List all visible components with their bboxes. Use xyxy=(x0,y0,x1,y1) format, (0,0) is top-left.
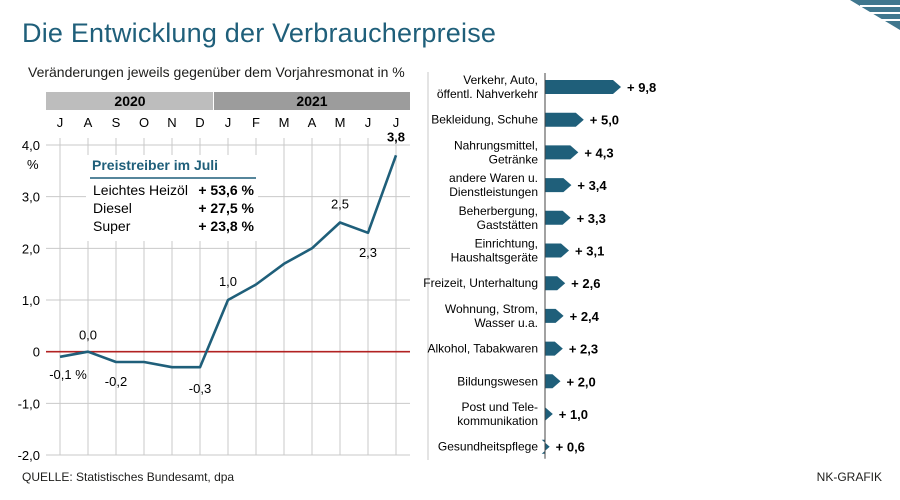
bar-category-label: öffentl. Nahverkehr xyxy=(437,87,538,101)
bar-10 xyxy=(544,407,553,421)
bar-category-label: Bildungswesen xyxy=(457,374,538,388)
data-label: 1,0 xyxy=(219,274,237,289)
bar-5 xyxy=(545,243,569,258)
data-label: 3,8 xyxy=(387,129,405,144)
bar-9 xyxy=(545,374,561,389)
bar-category-label: Gaststätten xyxy=(477,218,538,232)
bar-8 xyxy=(545,341,563,356)
y-tick-label: 3,0 xyxy=(22,190,40,205)
chart-subtitle: Veränderungen jeweils gegenüber dem Vorj… xyxy=(28,64,405,80)
year-label: 2021 xyxy=(296,93,327,109)
bar-value-label: + 5,0 xyxy=(590,113,619,128)
bar-category-label: Getränke xyxy=(489,152,539,166)
month-tick-label: J xyxy=(393,115,400,130)
inset-row-label: Leichtes Heizöl xyxy=(93,182,188,198)
y-tick-label: -2,0 xyxy=(18,448,40,463)
inset-row-label: Diesel xyxy=(93,200,132,216)
month-tick-label: M xyxy=(279,115,290,130)
chart-title: Die Entwicklung der Verbraucherpreise xyxy=(22,18,497,48)
y-tick-label: 2,0 xyxy=(22,241,40,256)
bar-1 xyxy=(545,112,584,127)
bar-category-label: Einrichtung, xyxy=(475,237,538,251)
inset-title: Preistreiber im Juli xyxy=(92,157,218,173)
bar-category-label: Dienstleistungen xyxy=(449,185,538,199)
month-tick-label: J xyxy=(225,115,232,130)
bar-value-label: + 3,1 xyxy=(575,244,604,259)
source-note: QUELLE: Statistisches Bundesamt, dpa xyxy=(22,470,235,484)
bar-7 xyxy=(545,308,564,323)
bar-chart: + 9,8 Verkehr, Auto,öffentl. Nahverkehr + … xyxy=(423,72,656,460)
inset-row-value: + 53,6 % xyxy=(198,182,254,198)
data-label: 2,3 xyxy=(359,245,377,260)
data-label: 2,5 xyxy=(331,197,349,212)
year-bar-2021 xyxy=(214,92,410,110)
bar-category-label: Bekleidung, Schuhe xyxy=(431,113,538,127)
bar-11 xyxy=(541,439,550,454)
inset-row-value: + 23,8 % xyxy=(198,218,254,234)
series-line-inflation xyxy=(59,154,398,369)
inset-row-value: + 27,5 % xyxy=(198,200,254,216)
y-tick-label: 0 xyxy=(33,345,40,360)
bar-category-label: Alkohol, Tabakwaren xyxy=(427,342,538,356)
bar-value-label: + 2,3 xyxy=(569,342,598,357)
bar-value-label: + 2,6 xyxy=(571,276,600,291)
bar-category-label: Wohnung, Strom, xyxy=(445,302,538,316)
bar-4 xyxy=(545,210,571,225)
corner-decoration xyxy=(850,0,900,30)
month-tick-label: M xyxy=(335,115,346,130)
data-label: 0,0 xyxy=(79,328,97,343)
data-label: -0,3 xyxy=(189,381,211,396)
bar-category-label: Gesundheitspflege xyxy=(438,440,538,454)
bar-0 xyxy=(545,80,621,94)
y-tick-label: 4,0 xyxy=(22,138,40,153)
bar-3 xyxy=(545,178,572,193)
bar-category-label: Wasser u.a. xyxy=(474,316,538,330)
bar-category-label: kommunikation xyxy=(457,414,538,428)
bar-value-label: + 4,3 xyxy=(584,145,613,160)
bar-value-label: + 2,0 xyxy=(567,374,596,389)
month-tick-label: S xyxy=(112,115,121,130)
bar-category-label: Haushaltsgeräte xyxy=(451,251,539,265)
bar-value-label: + 0,6 xyxy=(556,440,585,455)
data-label: -0,2 xyxy=(105,374,127,389)
month-tick-label: A xyxy=(84,115,93,130)
bar-category-label: Post und Tele- xyxy=(462,400,539,414)
y-tick-label: -1,0 xyxy=(18,396,40,411)
month-tick-label: D xyxy=(195,115,204,130)
line-chart: 2020 2021 J A S O N D J F M A M J J 4,0 3,0 2,0 1,0 0 -1,0 -2… xyxy=(18,92,410,463)
inset-background xyxy=(86,155,258,241)
y-unit-label: % xyxy=(27,157,39,172)
month-tick-label: J xyxy=(57,115,64,130)
bar-6 xyxy=(545,276,566,291)
inset-row-label: Super xyxy=(93,218,131,234)
graphic-credit: NK-GRAFIK xyxy=(816,470,882,484)
bar-value-label: + 3,4 xyxy=(577,178,607,193)
y-tick-label: 1,0 xyxy=(22,293,40,308)
month-tick-label: F xyxy=(252,115,260,130)
bar-2 xyxy=(545,145,579,160)
bar-category-label: Beherbergung, xyxy=(459,204,538,218)
bar-value-label: + 9,8 xyxy=(627,80,656,95)
bar-category-label: Verkehr, Auto, xyxy=(463,73,538,87)
month-tick-label: N xyxy=(167,115,176,130)
bar-value-label: + 1,0 xyxy=(559,407,588,422)
month-tick-label: J xyxy=(365,115,372,130)
month-tick-label: A xyxy=(308,115,317,130)
month-tick-label: O xyxy=(139,115,149,130)
bar-category-label: Freizeit, Unterhaltung xyxy=(423,276,538,290)
bar-value-label: + 2,4 xyxy=(570,309,600,324)
bar-category-label: andere Waren u. xyxy=(449,171,538,185)
bar-value-label: + 3,3 xyxy=(577,211,606,226)
bar-category-label: Nahrungsmittel, xyxy=(454,138,538,152)
year-label: 2020 xyxy=(114,93,145,109)
year-bar-2020 xyxy=(46,92,213,110)
data-label: -0,1 % xyxy=(49,367,87,382)
